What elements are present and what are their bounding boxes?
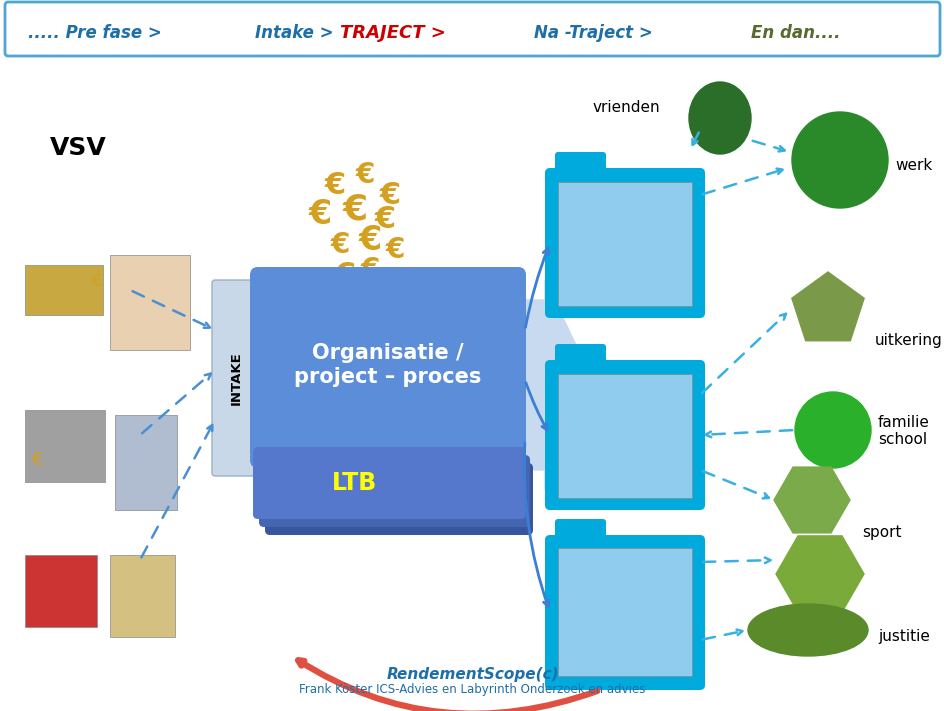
FancyBboxPatch shape — [545, 168, 704, 318]
Text: €: € — [91, 274, 101, 289]
Text: INTAKE: INTAKE — [229, 351, 243, 405]
Text: €: € — [358, 223, 381, 257]
FancyArrow shape — [440, 280, 595, 490]
Text: Intake >: Intake > — [255, 24, 333, 42]
FancyBboxPatch shape — [264, 463, 532, 535]
Bar — [115, 415, 177, 510]
Text: €: € — [374, 205, 396, 235]
Text: €: € — [355, 161, 374, 189]
Circle shape — [794, 392, 870, 468]
Text: Frank Köster ICS-Advies en Labyrinth Onderzoek en advies: Frank Köster ICS-Advies en Labyrinth Ond… — [299, 683, 645, 696]
Text: familie
school: familie school — [877, 415, 929, 447]
Bar — [25, 555, 97, 627]
Text: €: € — [324, 171, 346, 200]
Text: €: € — [342, 193, 367, 227]
Text: Organisatie /
project – proces: Organisatie / project – proces — [294, 343, 481, 387]
FancyBboxPatch shape — [554, 152, 605, 180]
Text: €: € — [360, 256, 379, 284]
FancyBboxPatch shape — [211, 280, 260, 476]
Bar — [25, 265, 103, 315]
Polygon shape — [791, 272, 863, 341]
Text: TRAJECT >: TRAJECT > — [340, 24, 446, 42]
Text: Na -Traject >: Na -Traject > — [533, 24, 652, 42]
Text: €: € — [330, 231, 349, 259]
FancyBboxPatch shape — [545, 535, 704, 690]
Ellipse shape — [688, 82, 750, 154]
Text: €: € — [379, 181, 400, 210]
Polygon shape — [775, 536, 863, 612]
Text: sport: sport — [861, 525, 901, 540]
Text: €: € — [32, 451, 43, 469]
Bar — [25, 410, 105, 482]
Polygon shape — [773, 467, 849, 533]
FancyBboxPatch shape — [259, 455, 530, 527]
FancyBboxPatch shape — [253, 447, 526, 519]
Text: werk: werk — [894, 158, 932, 173]
Bar — [557, 374, 691, 498]
Text: RendementScope(c): RendementScope(c) — [386, 666, 558, 682]
Circle shape — [791, 112, 887, 208]
Bar — [557, 182, 691, 306]
Text: uitkering: uitkering — [874, 333, 942, 348]
Text: €: € — [334, 260, 355, 289]
Bar — [110, 255, 190, 350]
FancyBboxPatch shape — [554, 344, 605, 372]
Text: justitie: justitie — [877, 629, 929, 644]
Text: En dan....: En dan.... — [750, 24, 840, 42]
Bar — [557, 548, 691, 676]
Text: vrienden: vrienden — [592, 100, 659, 115]
FancyBboxPatch shape — [5, 2, 939, 56]
Text: €: € — [385, 236, 404, 264]
Text: LTB: LTB — [332, 471, 378, 495]
Ellipse shape — [748, 604, 868, 656]
Text: ..... Pre fase >: ..... Pre fase > — [28, 24, 162, 42]
Bar — [110, 555, 175, 637]
FancyBboxPatch shape — [554, 519, 605, 547]
FancyBboxPatch shape — [250, 267, 526, 468]
FancyBboxPatch shape — [545, 360, 704, 510]
Text: €: € — [308, 198, 331, 232]
Text: VSV: VSV — [50, 136, 107, 160]
